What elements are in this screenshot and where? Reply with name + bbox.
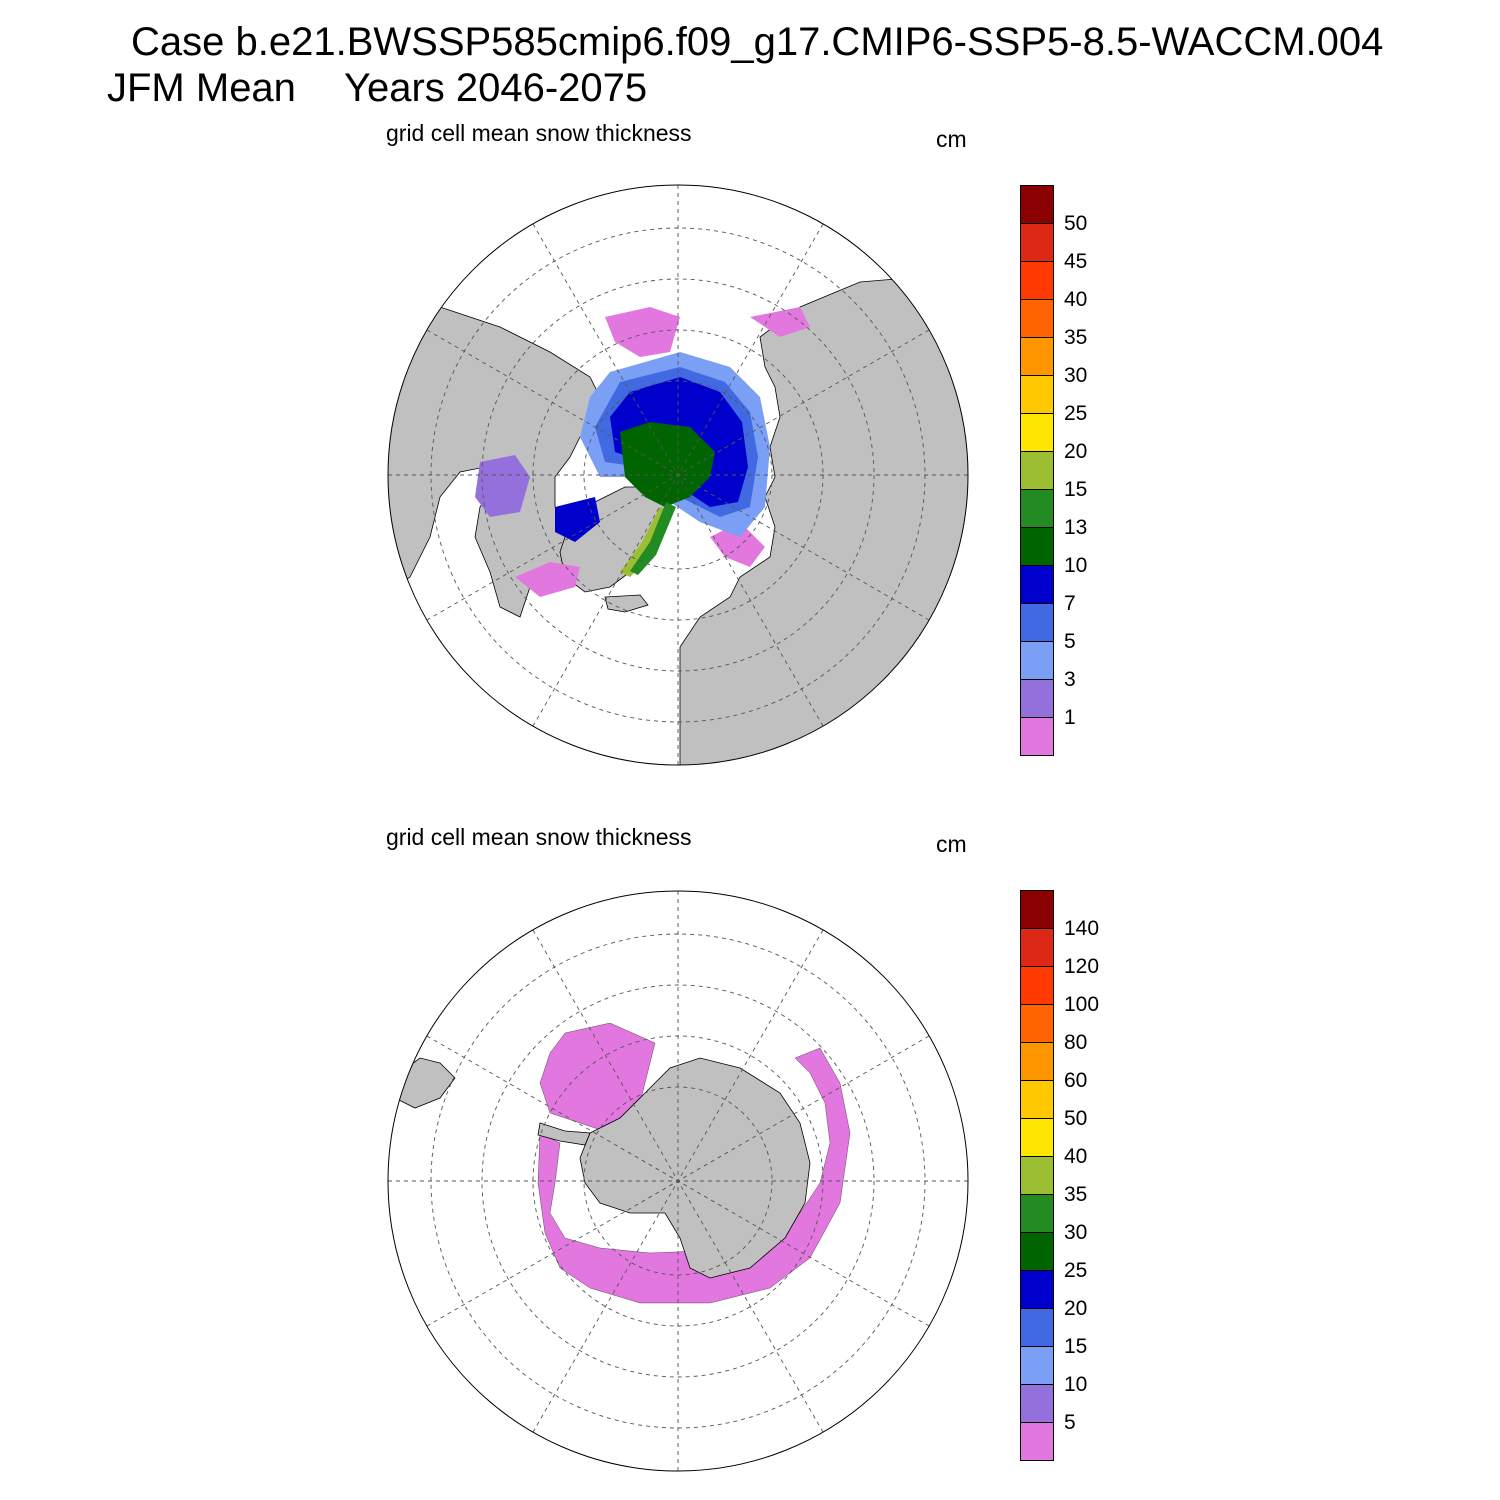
colorbar-swatch — [1020, 641, 1054, 680]
land-peninsula — [537, 1122, 591, 1146]
colorbar-swatch — [1020, 413, 1054, 452]
ice-pink-barents — [710, 522, 765, 567]
ice-purple-hudson — [475, 455, 530, 517]
colorbar-swatch — [1020, 1194, 1054, 1233]
colorbar-label: 30 — [1064, 1221, 1088, 1244]
colorbar-label: 40 — [1064, 288, 1088, 311]
colorbar-swatch — [1020, 603, 1054, 642]
graticule-south — [388, 891, 968, 1471]
colorbar-label: 25 — [1064, 402, 1088, 425]
colorbar-label: 30 — [1064, 364, 1088, 387]
colorbar-label: 45 — [1064, 250, 1088, 273]
colorbar-swatch — [1020, 1422, 1054, 1461]
colorbar-swatch — [1020, 1346, 1054, 1385]
colorbar-label: 80 — [1064, 1031, 1088, 1054]
ice-pink-pacific — [605, 307, 680, 357]
colorbar-swatch — [1020, 1118, 1054, 1157]
colorbar-swatch — [1020, 1384, 1054, 1423]
colorbar-label: 35 — [1064, 326, 1088, 349]
colorbar-swatch — [1020, 451, 1054, 490]
colorbar-label: 1 — [1064, 706, 1076, 729]
ice-pink-labrador — [515, 562, 580, 597]
colorbar-label: 20 — [1064, 440, 1088, 463]
colorbar-swatch — [1020, 489, 1054, 528]
colorbar-swatch — [1020, 1080, 1054, 1119]
colorbar-swatch — [1020, 717, 1054, 756]
years-label: Years 2046-2075 — [343, 66, 648, 110]
colorbar-label: 50 — [1064, 212, 1088, 235]
antarctic-map — [387, 890, 969, 1472]
colorbar-label: 5 — [1064, 1411, 1076, 1434]
colorbar-label: 15 — [1064, 1335, 1088, 1358]
case-title: Case b.e21.BWSSP585cmip6.f09_g17.CMIP6-S… — [131, 20, 1384, 64]
colorbar-swatch — [1020, 1308, 1054, 1347]
panel-north-title: grid cell mean snow thickness — [386, 120, 692, 146]
colorbar-swatch — [1020, 185, 1054, 224]
colorbar-label: 15 — [1064, 478, 1088, 501]
panel-south-units: cm — [936, 831, 967, 857]
graticule-north — [388, 185, 968, 765]
colorbar-label: 10 — [1064, 554, 1088, 577]
panel-south-title: grid cell mean snow thickness — [386, 824, 692, 850]
colorbar-swatch — [1020, 261, 1054, 300]
land-antarctica — [579, 1057, 811, 1279]
colorbar-label: 120 — [1064, 955, 1100, 978]
colorbar-swatch — [1020, 299, 1054, 338]
colorbar-swatch — [1020, 1004, 1054, 1043]
season-label: JFM Mean — [107, 66, 296, 110]
colorbar-label: 13 — [1064, 516, 1088, 539]
colorbar-label: 20 — [1064, 1297, 1088, 1320]
colorbar-label: 40 — [1064, 1145, 1088, 1168]
colorbar-label: 60 — [1064, 1069, 1088, 1092]
colorbar-label: 35 — [1064, 1183, 1088, 1206]
ice-pink-okhotsk — [750, 307, 810, 337]
panel-north-units: cm — [936, 126, 967, 152]
colorbar-north: 50 45 40 35 30 25 20 15 13 10 7 5 3 1 — [1010, 185, 1110, 760]
colorbar-swatch — [1020, 337, 1054, 376]
colorbar-swatch — [1020, 890, 1054, 929]
arctic-map — [387, 184, 969, 766]
ice-darkgreen-center — [620, 422, 715, 507]
colorbar-swatch — [1020, 966, 1054, 1005]
colorbar-swatch — [1020, 1042, 1054, 1081]
colorbar-label: 50 — [1064, 1107, 1088, 1130]
colorbar-swatch — [1020, 223, 1054, 262]
colorbar-label: 100 — [1064, 993, 1100, 1016]
period-title: JFM Mean Years 2046-2075 — [107, 64, 647, 112]
colorbar-swatch — [1020, 565, 1054, 604]
colorbar-south: 140 120 100 80 60 50 40 35 30 25 20 15 10 5 — [1010, 890, 1110, 1465]
colorbar-swatch — [1020, 1270, 1054, 1309]
colorbar-label: 10 — [1064, 1373, 1088, 1396]
colorbar-label: 3 — [1064, 668, 1076, 691]
colorbar-swatch — [1020, 527, 1054, 566]
colorbar-label: 140 — [1064, 917, 1100, 940]
land-hudson-island — [604, 594, 649, 613]
colorbar-swatch — [1020, 1156, 1054, 1195]
colorbar-label: 5 — [1064, 630, 1076, 653]
colorbar-swatch — [1020, 679, 1054, 718]
ice-green-strait — [630, 502, 676, 575]
colorbar-label: 25 — [1064, 1259, 1088, 1282]
ice-blue-baffin — [555, 497, 600, 542]
colorbar-swatch — [1020, 375, 1054, 414]
colorbar-swatch — [1020, 1232, 1054, 1271]
colorbar-swatch — [1020, 928, 1054, 967]
colorbar-label: 7 — [1064, 592, 1076, 615]
